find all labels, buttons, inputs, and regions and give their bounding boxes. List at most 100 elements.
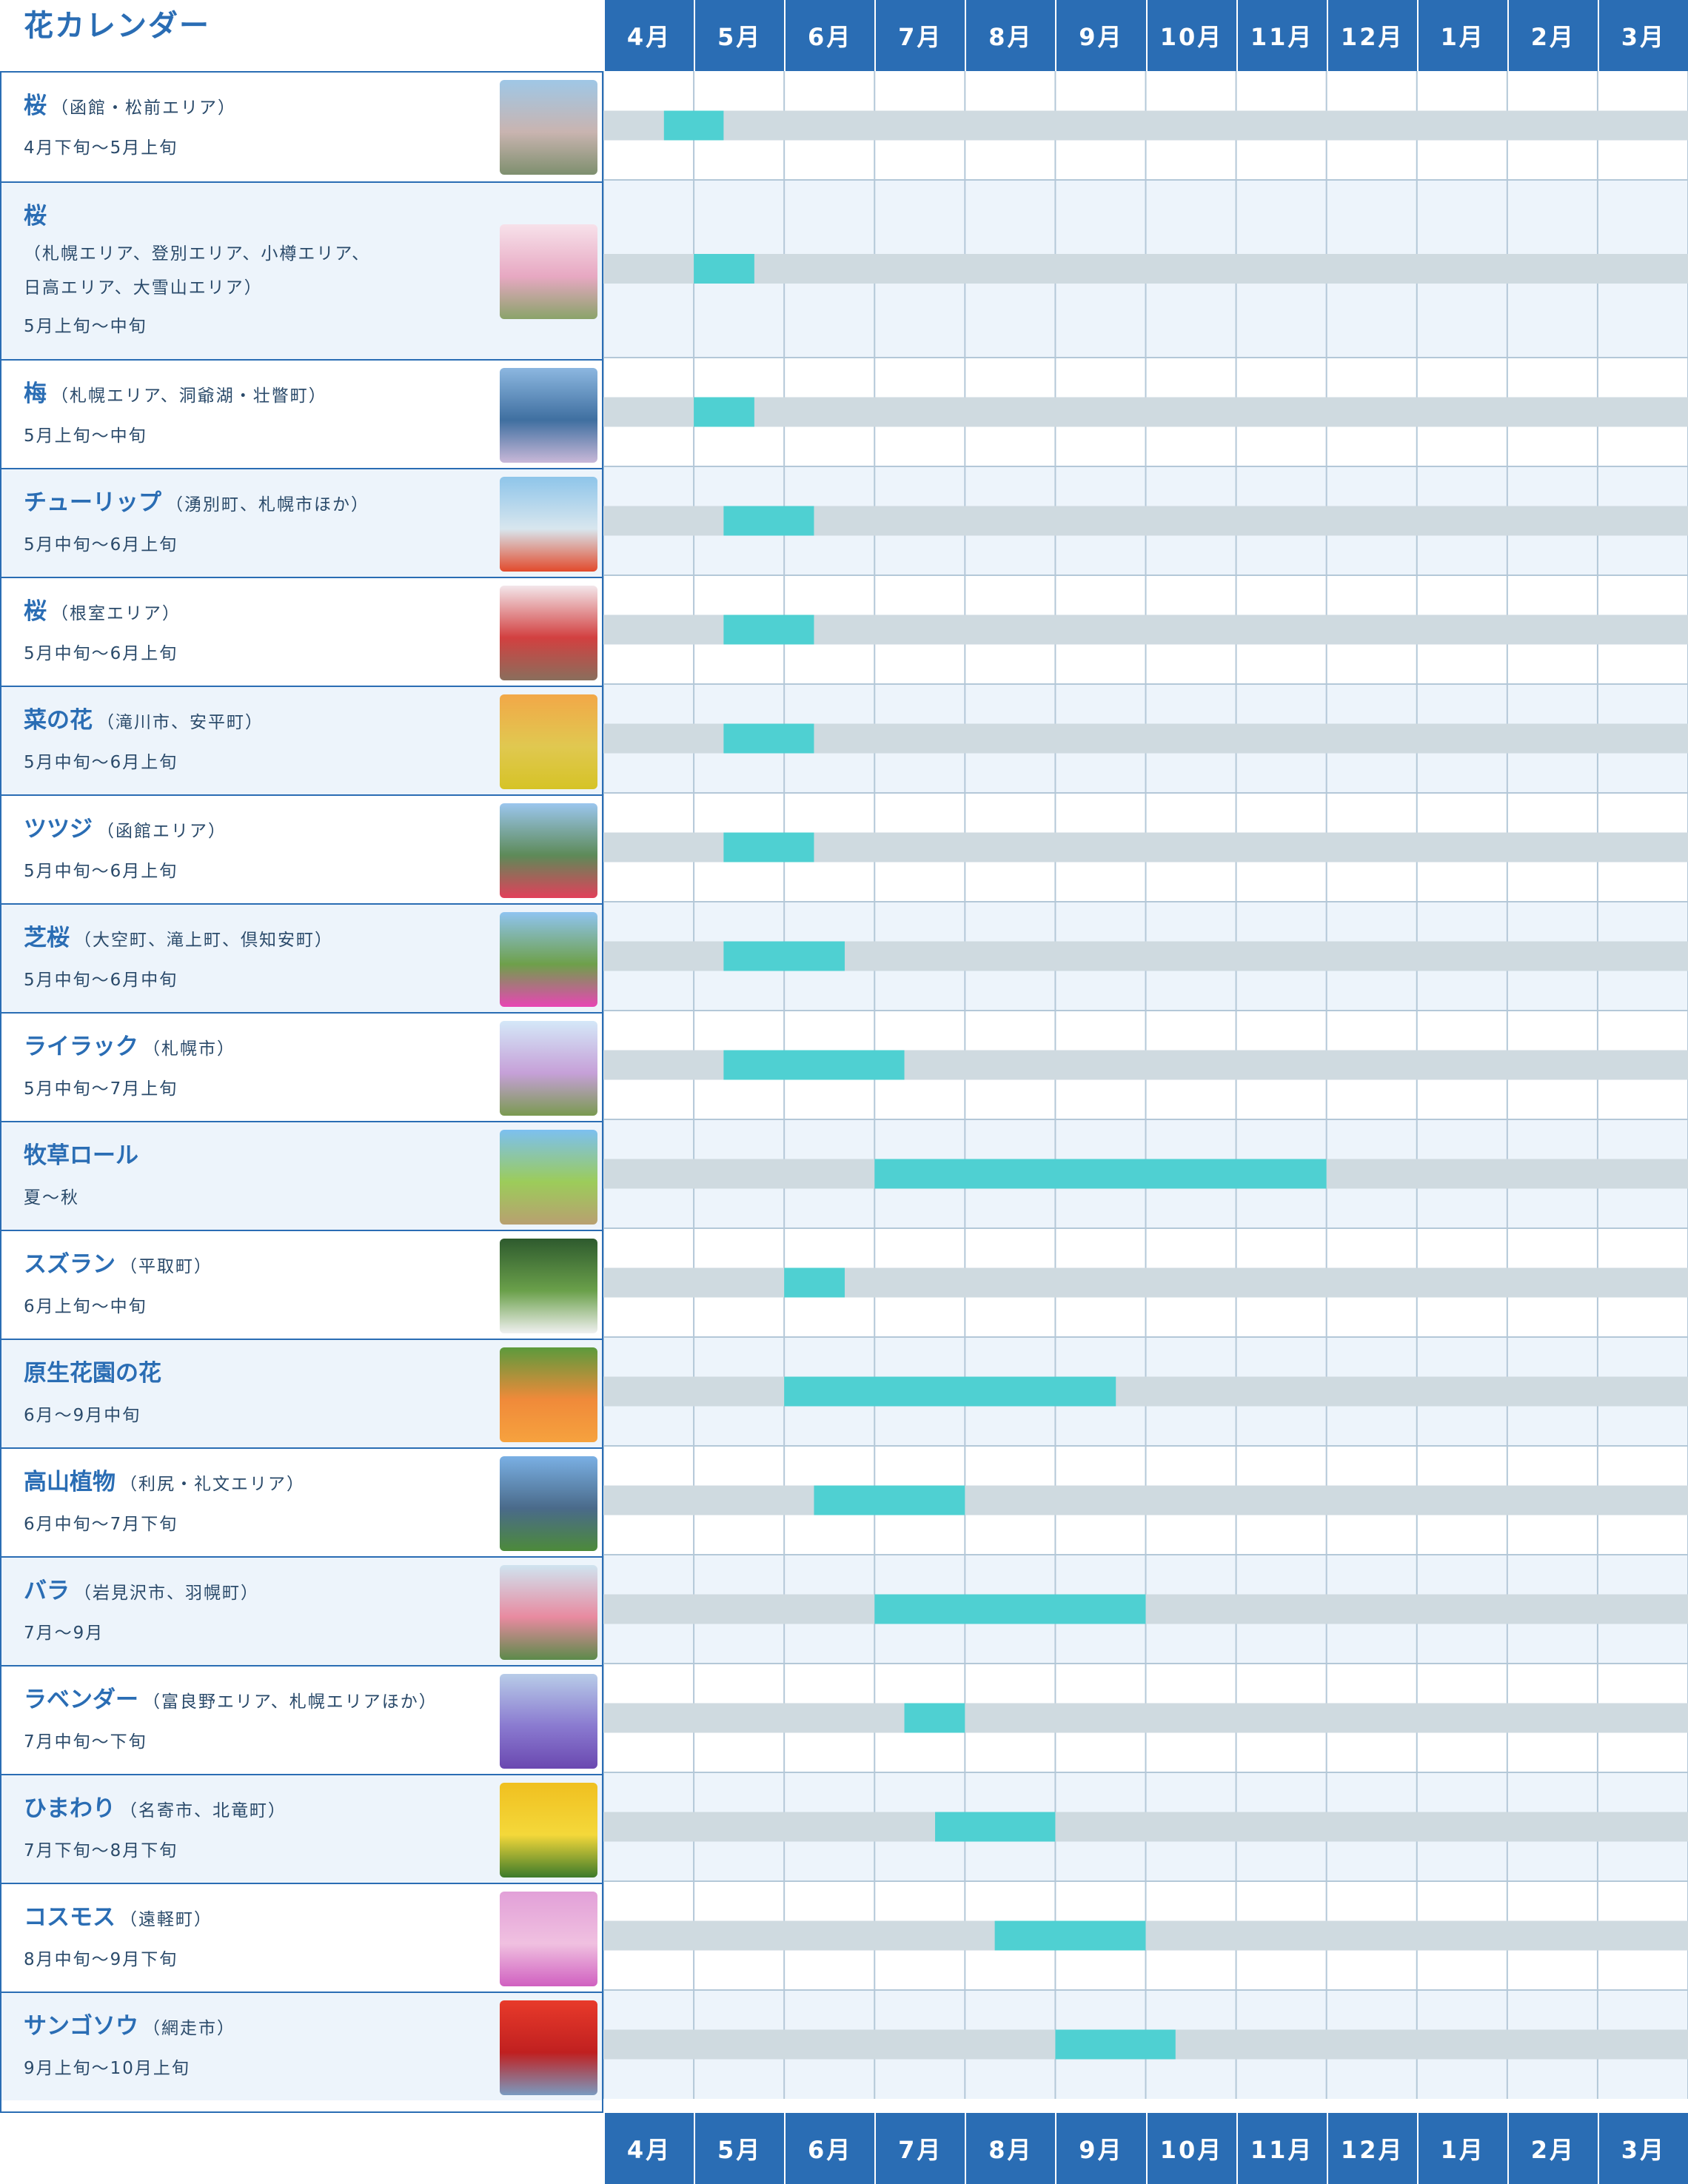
flower-area: （遠軽町） xyxy=(120,1910,212,1929)
bloom-bar xyxy=(723,941,845,971)
footer-month-5: 8月 xyxy=(965,2113,1055,2184)
season-track xyxy=(603,1267,1688,1298)
bloom-period: 8月中旬〜9月下旬 xyxy=(24,1950,178,1969)
bloom-period: 5月上旬〜中旬 xyxy=(24,426,147,446)
bloom-period: 5月上旬〜中旬 xyxy=(24,317,147,336)
flower-row: スズラン （平取町） 6月上旬〜中旬 xyxy=(1,1230,602,1339)
header-month-2: 5月 xyxy=(694,0,784,71)
wild-lily-photo xyxy=(500,1347,597,1442)
month-footer: 4月 5月 6月 7月 8月 9月 10月 11月 12月 1月 2月 3月 xyxy=(603,2113,1688,2184)
flower-name: ひまわり xyxy=(24,1795,115,1822)
bloom-period: 7月〜9月 xyxy=(24,1624,104,1643)
lily-of-valley-photo xyxy=(500,1238,597,1333)
bloom-bar xyxy=(1055,2029,1176,2060)
bloom-period: 5月中旬〜6月上旬 xyxy=(24,862,178,881)
footer-month-10: 1月 xyxy=(1416,2113,1507,2184)
season-track xyxy=(603,1485,1688,1515)
flower-area: （札幌エリア、洞爺湖・壮瞥町） xyxy=(51,386,327,406)
flower-name: サンゴソウ xyxy=(24,2013,138,2040)
footer-month-9: 12月 xyxy=(1326,2113,1417,2184)
header-month-10: 1月 xyxy=(1416,0,1507,71)
flower-area: （網走市） xyxy=(143,2019,235,2038)
flower-row: ツツジ （函館エリア） 5月中旬〜6月上旬 xyxy=(1,794,602,903)
flower-name: 桜 xyxy=(24,598,47,625)
flower-area: （富良野エリア、札幌エリアほか） xyxy=(143,1692,438,1712)
header-month-8: 11月 xyxy=(1236,0,1327,71)
flower-area: （函館エリア） xyxy=(97,822,227,841)
bloom-bar xyxy=(874,1159,1327,1189)
header-month-11: 2月 xyxy=(1507,0,1598,71)
header-month-9: 12月 xyxy=(1326,0,1417,71)
bloom-period: 7月中旬〜下旬 xyxy=(24,1732,147,1752)
footer-month-2: 5月 xyxy=(694,2113,784,2184)
header-month-5: 8月 xyxy=(965,0,1055,71)
flower-area: （湧別町、札幌市ほか） xyxy=(166,495,369,515)
flower-row: サンゴソウ （網走市） 9月上旬〜10月上旬 xyxy=(1,1992,602,2100)
footer-month-6: 9月 xyxy=(1055,2113,1145,2184)
bloom-bar xyxy=(694,254,754,284)
bloom-period: 5月中旬〜6月中旬 xyxy=(24,971,178,990)
flower-area: （札幌市） xyxy=(143,1039,235,1059)
bloom-period: 4月下旬〜5月上旬 xyxy=(24,138,178,158)
bloom-bar xyxy=(723,1050,905,1080)
flower-name: ツツジ xyxy=(24,816,93,843)
flower-row: 高山植物 （利尻・礼文エリア） 6月中旬〜7月下旬 xyxy=(1,1447,602,1556)
flower-area: （滝川市、安平町） xyxy=(97,713,264,732)
glasswort-red-photo xyxy=(500,2000,597,2095)
flower-row: 原生花園の花 6月〜9月中旬 xyxy=(1,1339,602,1447)
flower-row: ひまわり （名寄市、北竜町） 7月下旬〜8月下旬 xyxy=(1,1774,602,1883)
lavender-field-photo xyxy=(500,1673,597,1769)
cherry-tree-avenue-photo xyxy=(500,224,597,319)
alpine-rishiri-photo xyxy=(500,1456,597,1551)
rapeseed-sunset-photo xyxy=(500,694,597,789)
bloom-bar xyxy=(723,506,814,536)
bloom-period: 5月中旬〜6月上旬 xyxy=(24,535,178,555)
cosmos-photo xyxy=(500,1891,597,1986)
bloom-period: 6月上旬〜中旬 xyxy=(24,1297,147,1316)
flower-list: 桜（函館・松前エリア） 4月下旬〜5月上旬桜（札幌エリア、登別エリア、小樽エリア、… xyxy=(0,71,603,2113)
flower-row: 桜（根室エリア） 5月中旬〜6月上旬 xyxy=(1,577,602,686)
flower-area: （根室エリア） xyxy=(51,604,181,623)
flower-name: 高山植物 xyxy=(24,1469,115,1495)
flower-area: （函館・松前エリア） xyxy=(51,98,236,118)
bloom-period: 5月中旬〜7月上旬 xyxy=(24,1079,178,1099)
bloom-bar xyxy=(723,614,814,645)
bloom-bar xyxy=(935,1812,1056,1842)
hay-bale-photo xyxy=(500,1129,597,1225)
footer-month-1: 4月 xyxy=(603,2113,694,2184)
footer-month-8: 11月 xyxy=(1236,2113,1327,2184)
season-track xyxy=(603,110,1688,141)
bloom-bar xyxy=(723,723,814,754)
flower-name: コスモス xyxy=(24,1904,115,1931)
bloom-bar xyxy=(784,1376,1116,1407)
bloom-calendar-grid xyxy=(603,71,1688,2113)
page-title: 花カレンダー xyxy=(24,9,210,43)
flower-area: （札幌エリア、登別エリア、小樽エリア、 xyxy=(24,244,371,264)
goryokaku-cherry-photo xyxy=(500,79,597,175)
plum-lake-toya-photo xyxy=(500,367,597,463)
flower-name: 芝桜 xyxy=(24,925,70,951)
sunflower-photo xyxy=(500,1782,597,1877)
footer-month-12: 3月 xyxy=(1597,2113,1688,2184)
season-track xyxy=(603,1703,1688,1733)
bloom-period: 7月下旬〜8月下旬 xyxy=(24,1841,178,1860)
bloom-bar xyxy=(994,1920,1146,1951)
azalea-mountain-photo xyxy=(500,803,597,898)
flower-name: 原生花園の花 xyxy=(24,1360,161,1387)
bloom-period: 5月中旬〜6月上旬 xyxy=(24,753,178,772)
lilac-tv-tower-photo xyxy=(500,1020,597,1116)
bloom-bar xyxy=(694,397,754,427)
flower-row: 梅（札幌エリア、洞爺湖・壮瞥町） 5月上旬〜中旬 xyxy=(1,359,602,468)
flower-name: ラベンダー xyxy=(24,1686,138,1713)
rose-garden-photo xyxy=(500,1564,597,1660)
flower-area: （岩見沢市、羽幌町） xyxy=(74,1584,259,1603)
flower-area: 日高エリア、大雪山エリア） xyxy=(24,278,263,298)
flower-row: コスモス （遠軽町） 8月中旬〜9月下旬 xyxy=(1,1883,602,1992)
flower-area: （平取町） xyxy=(120,1257,212,1276)
bloom-period: 9月上旬〜10月上旬 xyxy=(24,2059,190,2078)
flower-name: 梅 xyxy=(24,381,47,407)
bloom-bar xyxy=(723,832,814,862)
flower-row: 芝桜 （大空町、滝上町、倶知安町） 5月中旬〜6月中旬 xyxy=(1,903,602,1012)
header-month-6: 9月 xyxy=(1055,0,1145,71)
flower-row: ラベンダー （富良野エリア、札幌エリアほか） 7月中旬〜下旬 xyxy=(1,1665,602,1774)
